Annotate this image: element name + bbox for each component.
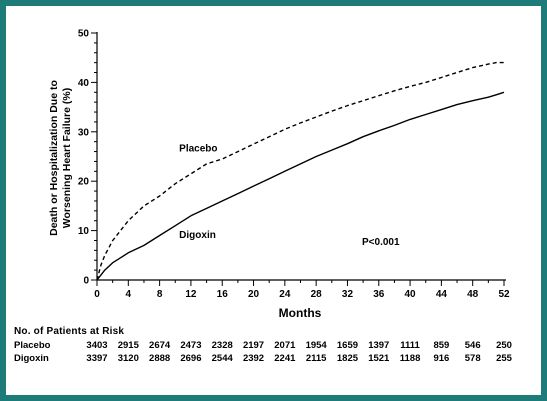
risk-cell: 578 — [464, 353, 481, 364]
series-line-digoxin — [96, 91, 505, 281]
series-line-placebo — [96, 61, 504, 281]
x-tick-label: 20 — [248, 289, 260, 300]
risk-cell: 3120 — [117, 353, 139, 364]
risk-cell: 1521 — [368, 353, 390, 364]
x-tick-label: 32 — [342, 289, 354, 300]
y-axis-title-line-2: Worsening Heart Failure (%) — [61, 88, 73, 228]
risk-cell: 2328 — [211, 340, 233, 351]
risk-cell: 2115 — [305, 353, 327, 364]
x-tick-label: 16 — [217, 289, 229, 300]
risk-cell: 1954 — [305, 340, 327, 351]
risk-cell: 2888 — [149, 353, 171, 364]
risk-cell: 3403 — [86, 340, 108, 351]
y-tick-label: 40 — [78, 78, 90, 89]
x-tick-label: 44 — [436, 289, 448, 300]
risk-cell: 2674 — [149, 340, 171, 351]
risk-row-label: Digoxin — [14, 353, 49, 364]
y-tick-label: 20 — [78, 177, 90, 188]
x-tick-label: 28 — [311, 289, 323, 300]
risk-cell: 3397 — [86, 353, 108, 364]
risk-row-label: Placebo — [14, 340, 51, 351]
p-value-annotation: P<0.001 — [362, 237, 400, 248]
risk-cell: 2071 — [274, 340, 296, 351]
x-tick-label: 12 — [185, 289, 197, 300]
y-axis-title-line-1: Death or Hospitalization Due to — [48, 80, 60, 236]
risk-cell: 2544 — [211, 353, 233, 364]
y-tick-label: 30 — [78, 127, 90, 138]
x-tick-label: 52 — [498, 289, 510, 300]
x-tick-label: 24 — [279, 289, 291, 300]
risk-cell: 1111 — [400, 340, 420, 351]
risk-cell: 2473 — [180, 340, 202, 351]
risk-cell: 2915 — [117, 340, 139, 351]
risk-cell: 2241 — [274, 353, 296, 364]
risk-cell: 1188 — [399, 353, 421, 364]
risk-cell: 1659 — [336, 340, 359, 351]
x-tick-label: 40 — [405, 289, 417, 300]
x-tick-label: 0 — [94, 289, 100, 300]
x-tick-label: 4 — [126, 289, 132, 300]
y-tick-label: 50 — [78, 29, 90, 40]
x-axis-title: Months — [279, 306, 322, 320]
risk-cell: 546 — [464, 340, 481, 351]
x-tick-label: 36 — [373, 289, 385, 300]
risk-table-title: No. of Patients at Risk — [14, 326, 125, 337]
risk-cell: 1397 — [368, 340, 390, 351]
series-label-placebo: Placebo — [179, 144, 217, 155]
risk-cell: 250 — [496, 340, 512, 351]
risk-cell: 859 — [433, 340, 450, 351]
risk-cell: 1825 — [336, 353, 359, 364]
y-tick-label: 10 — [78, 226, 90, 237]
y-tick-label: 0 — [83, 276, 89, 287]
x-tick-label: 8 — [157, 289, 163, 300]
x-tick-label: 48 — [467, 289, 479, 300]
series-label-digoxin: Digoxin — [179, 230, 216, 241]
risk-cell: 916 — [433, 353, 450, 364]
risk-cell: 2197 — [242, 340, 265, 351]
risk-cell: 255 — [496, 353, 512, 364]
risk-cell: 2392 — [242, 353, 265, 364]
risk-cell: 2696 — [180, 353, 202, 364]
